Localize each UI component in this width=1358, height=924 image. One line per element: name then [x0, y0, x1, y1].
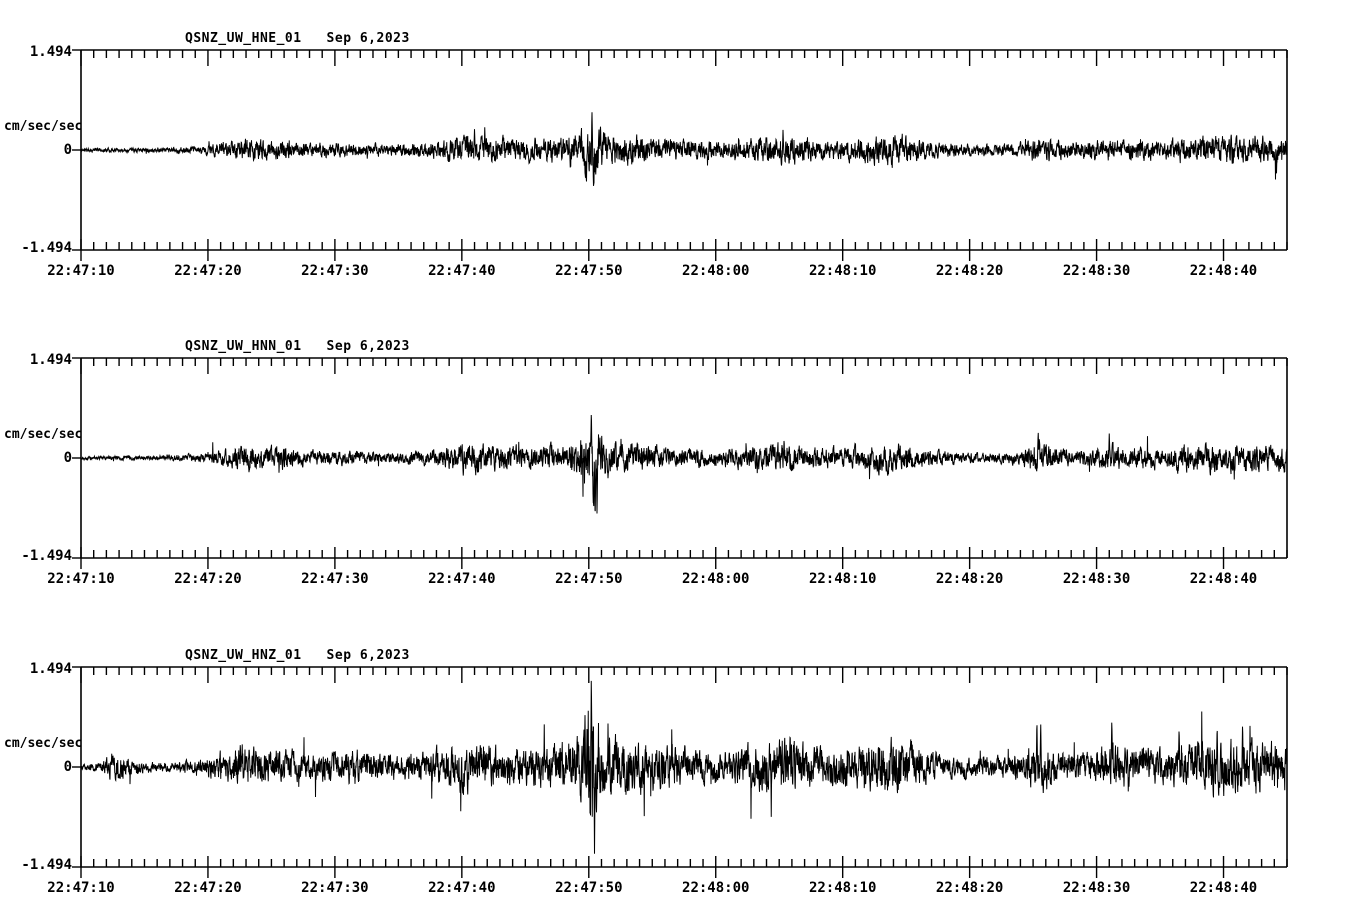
x-axis-tick-label: 22:48:40 — [1189, 880, 1258, 896]
x-axis-tick-label: 22:47:20 — [174, 263, 242, 279]
axis-frame-hnn — [80, 357, 1288, 559]
panel-title-hnz: QSNZ_UW_HNZ_01 Sep 6,2023 — [185, 648, 410, 663]
y-axis-min-label-hne: -1.494 — [21, 240, 72, 256]
y-axis-units-label-hne: cm/sec/sec — [4, 119, 83, 134]
x-axis-tick-label: 22:48:20 — [935, 880, 1004, 896]
x-axis-tick-label: 22:48:00 — [682, 880, 750, 896]
plot-area-hne — [72, 49, 1288, 261]
y-axis-zero-label-hnz: 0 — [63, 759, 72, 775]
x-axis-tick-label: 22:48:10 — [808, 571, 877, 587]
x-axis-tick-label: 22:48:30 — [1062, 263, 1131, 279]
axis-frame-hnz — [80, 666, 1288, 868]
axis-ticks-hnz — [72, 666, 1288, 878]
x-axis-tick-label: 22:48:30 — [1062, 880, 1131, 896]
y-axis-units-label-hnz: cm/sec/sec — [4, 736, 83, 751]
x-axis-tick-label: 22:48:20 — [935, 263, 1004, 279]
x-axis-tick-label: 22:47:30 — [301, 571, 369, 587]
x-axis-tick-label: 22:47:40 — [428, 571, 496, 587]
plot-area-hnn — [72, 357, 1288, 569]
x-axis-tick-label: 22:47:20 — [174, 571, 242, 587]
x-axis-tick-label: 22:48:40 — [1189, 263, 1258, 279]
y-axis-zero-label-hne: 0 — [63, 142, 72, 158]
y-axis-max-label-hne: 1.494 — [29, 44, 72, 60]
x-axis-tick-label: 22:47:10 — [47, 571, 115, 587]
x-axis-tick-label: 22:48:00 — [682, 571, 750, 587]
y-axis-max-label-hnz: 1.494 — [29, 661, 72, 677]
waveform-trace-hnz — [80, 680, 1288, 854]
x-axis-tick-label: 22:48:10 — [808, 263, 877, 279]
y-axis-max-label-hnn: 1.494 — [29, 352, 72, 368]
x-axis-tick-label: 22:47:30 — [301, 263, 369, 279]
x-axis-tick-label: 22:47:50 — [555, 571, 623, 587]
axis-ticks-hnn — [72, 357, 1288, 569]
x-axis-tick-label: 22:47:50 — [555, 263, 623, 279]
waveform-trace-hnn — [80, 415, 1288, 514]
x-axis-tick-label: 22:47:40 — [428, 880, 496, 896]
x-axis-tick-label: 22:47:30 — [301, 880, 369, 896]
panel-title-hnn: QSNZ_UW_HNN_01 Sep 6,2023 — [185, 339, 410, 354]
x-axis-tick-label: 22:47:50 — [555, 880, 623, 896]
x-axis-tick-label: 22:47:10 — [47, 880, 115, 896]
y-axis-min-label-hnn: -1.494 — [21, 548, 72, 564]
plot-area-hnz — [72, 666, 1288, 878]
x-axis-tick-label: 22:48:30 — [1062, 571, 1131, 587]
waveform-trace-hne — [80, 112, 1288, 186]
x-axis-tick-label: 22:48:20 — [935, 571, 1004, 587]
x-axis-tick-label: 22:47:10 — [47, 263, 115, 279]
y-axis-zero-label-hnn: 0 — [63, 450, 72, 466]
x-axis-tick-label: 22:48:10 — [808, 880, 877, 896]
x-axis-tick-label: 22:47:20 — [174, 880, 242, 896]
x-axis-tick-label: 22:48:40 — [1189, 571, 1258, 587]
y-axis-units-label-hnn: cm/sec/sec — [4, 427, 83, 442]
panel-title-hne: QSNZ_UW_HNE_01 Sep 6,2023 — [185, 31, 410, 46]
x-axis-tick-label: 22:47:40 — [428, 263, 496, 279]
y-axis-min-label-hnz: -1.494 — [21, 857, 72, 873]
axis-ticks-hne — [72, 49, 1288, 261]
x-axis-tick-label: 22:48:00 — [682, 263, 750, 279]
